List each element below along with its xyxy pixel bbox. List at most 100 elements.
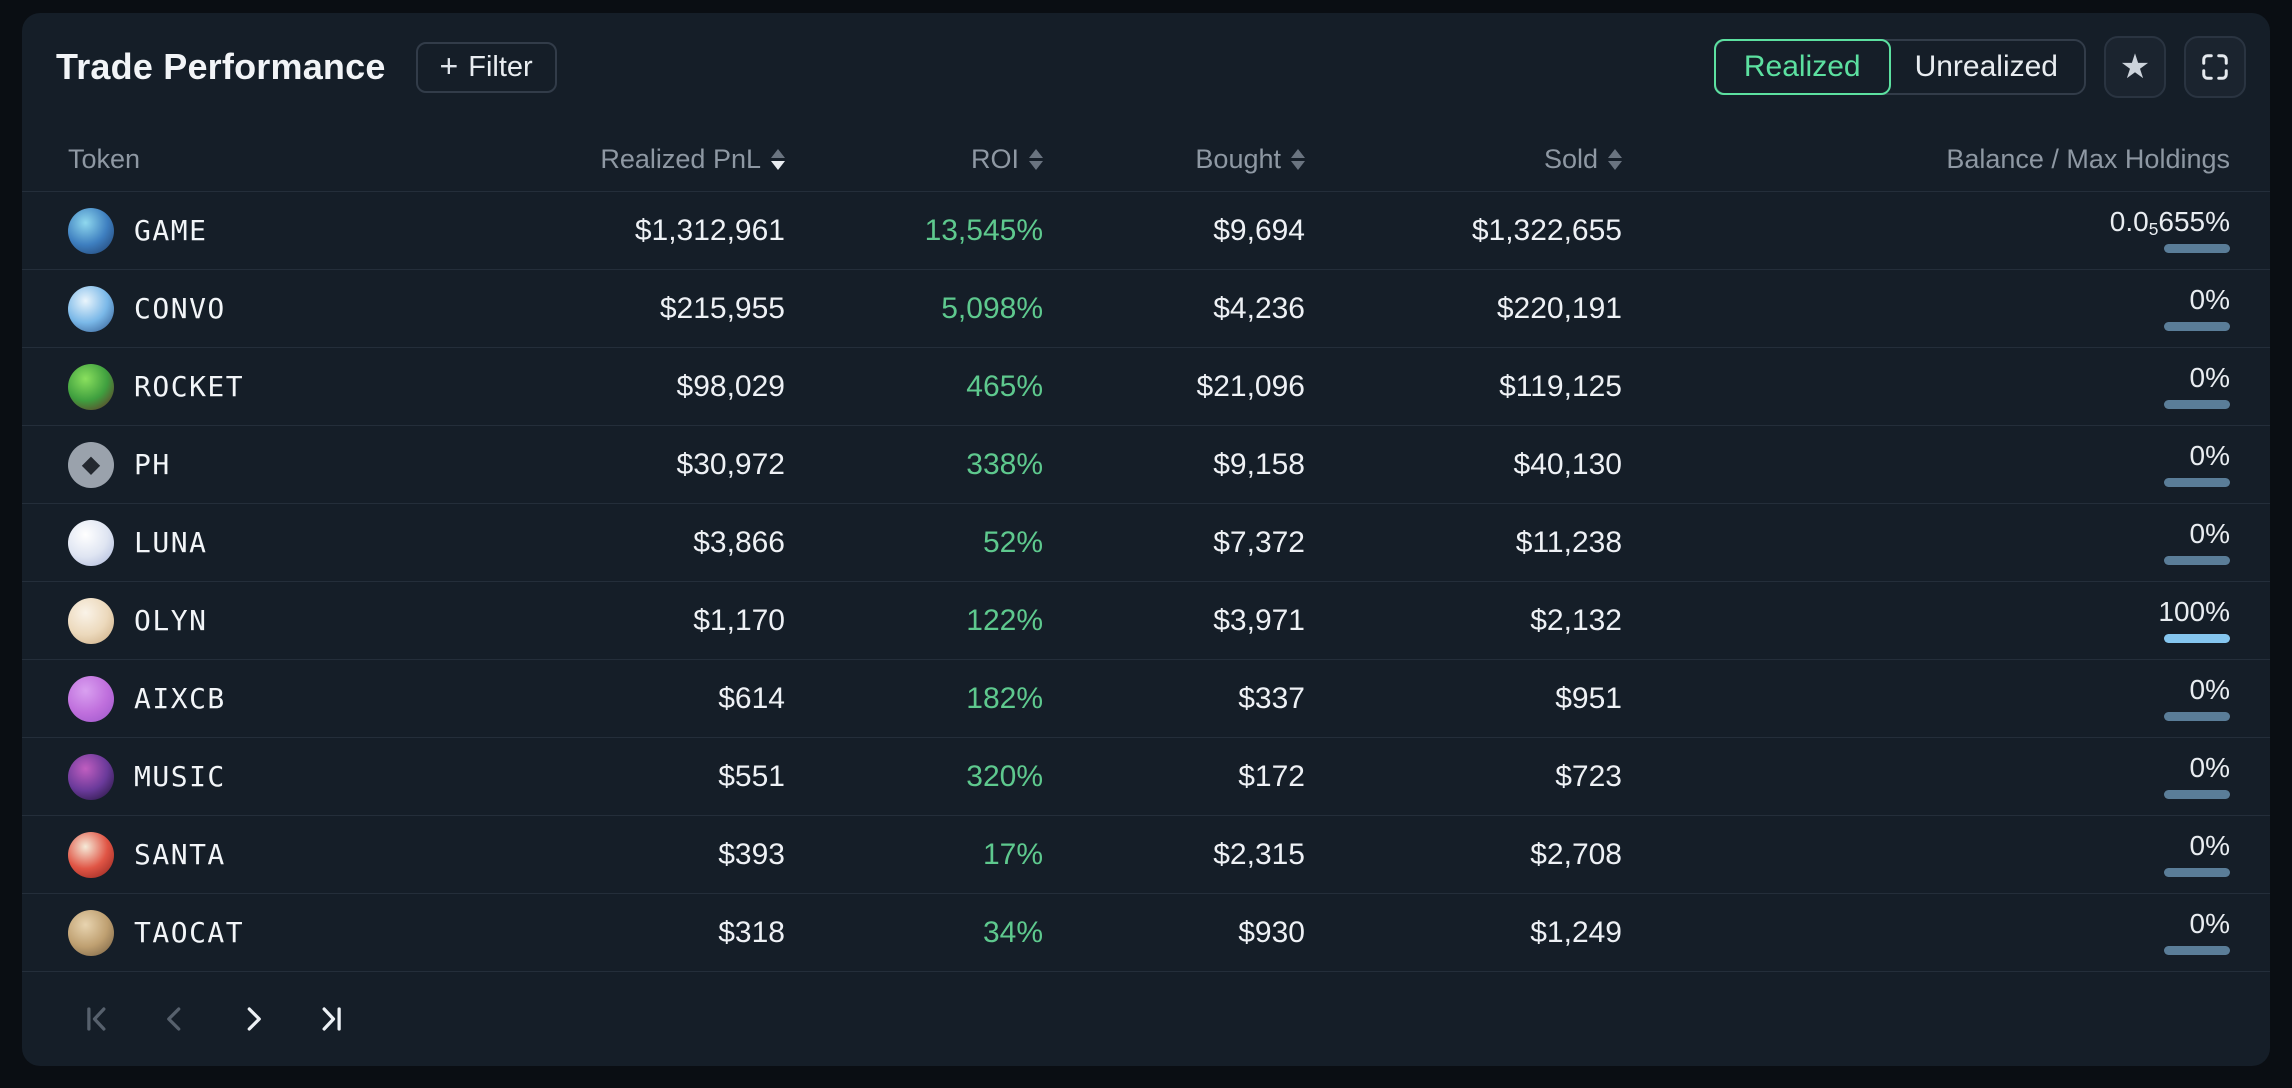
table-row[interactable]: LUNA $3,866 52% $7,372 $11,238 0% [22, 503, 2270, 581]
token-name: SANTA [134, 838, 226, 871]
last-page-button[interactable] [312, 1000, 350, 1038]
bought-cell: $21,096 [1196, 369, 1305, 403]
table-row[interactable]: ◆ PH $30,972 338% $9,158 $40,130 0% [22, 425, 2270, 503]
balance-cell: 0% [1622, 910, 2230, 955]
balance-percent: 0.05655% [2109, 206, 2230, 239]
bought-cell: $4,236 [1213, 291, 1305, 325]
token-cell: MUSIC [22, 753, 422, 800]
roi-cell: 5,098% [941, 291, 1043, 325]
toggle-realized[interactable]: Realized [1713, 39, 1891, 95]
column-header-roi[interactable]: ROI [785, 144, 1043, 175]
column-header-sold[interactable]: Sold [1305, 144, 1622, 175]
roi-cell: 320% [966, 759, 1043, 793]
token-name: AIXCB [134, 682, 226, 715]
sort-up-icon [1608, 149, 1622, 158]
token-avatar [68, 285, 114, 332]
roi-cell: 338% [966, 447, 1043, 481]
sold-cell: $40,130 [1513, 447, 1622, 481]
sort-up-icon [771, 149, 785, 158]
sort-icons [1291, 149, 1305, 170]
fullscreen-button[interactable] [2184, 36, 2246, 98]
token-cell: ROCKET [22, 363, 422, 410]
sold-cell: $1,249 [1530, 915, 1622, 949]
token-avatar [68, 909, 114, 956]
column-header-realized-pnl-label: Realized PnL [600, 144, 761, 174]
table-row[interactable]: CONVO $215,955 5,098% $4,236 $220,191 0% [22, 269, 2270, 347]
balance-cell: 0% [1622, 364, 2230, 409]
realized-pnl-cell: $3,866 [693, 525, 785, 559]
roi-cell: 34% [982, 915, 1043, 949]
trade-performance-panel: Trade Performance + Filter Realized Unre… [22, 13, 2270, 1066]
balance-bar [2164, 244, 2230, 253]
chevron-left-icon [167, 1007, 181, 1031]
balance-cell: 0% [1622, 442, 2230, 487]
table-row[interactable]: TAOCAT $318 34% $930 $1,249 0% [22, 893, 2270, 971]
star-icon: ★ [2119, 48, 2151, 86]
token-avatar [68, 597, 114, 644]
balance-percent: 0% [2189, 518, 2230, 549]
table-row[interactable]: SANTA $393 17% $2,315 $2,708 0% [22, 815, 2270, 893]
column-header-bought[interactable]: Bought [1043, 144, 1305, 175]
table-row[interactable]: ROCKET $98,029 465% $21,096 $119,125 0% [22, 347, 2270, 425]
token-cell: ◆ PH [22, 441, 422, 488]
first-page-icon [87, 1007, 106, 1031]
filter-button-label: Filter [468, 50, 533, 83]
sort-down-icon [1029, 161, 1043, 170]
sold-cell: $951 [1555, 681, 1622, 715]
token-name: MUSIC [134, 760, 226, 793]
roi-cell: 182% [966, 681, 1043, 715]
realized-pnl-cell: $551 [718, 759, 785, 793]
realized-unrealized-toggle: Realized Unrealized [1713, 39, 2086, 95]
pagination [22, 971, 2270, 1066]
sold-cell: $1,322,655 [1471, 213, 1622, 247]
prev-page-button[interactable] [156, 1000, 194, 1038]
sold-cell: $2,132 [1530, 603, 1622, 637]
sort-down-icon [1291, 161, 1305, 170]
roi-cell: 52% [982, 525, 1043, 559]
balance-bar-fill [2164, 634, 2230, 643]
balance-bar [2164, 946, 2230, 955]
plus-icon: + [439, 48, 459, 85]
balance-percent: 0% [2189, 830, 2230, 861]
sort-icons [1608, 149, 1622, 170]
first-page-button[interactable] [78, 1000, 116, 1038]
roi-cell: 122% [966, 603, 1043, 637]
roi-cell: 17% [982, 837, 1043, 871]
roi-cell: 465% [966, 369, 1043, 403]
token-name: CONVO [134, 292, 226, 325]
sort-up-icon [1029, 149, 1043, 158]
table-row[interactable]: OLYN $1,170 122% $3,971 $2,132 100% [22, 581, 2270, 659]
sort-down-icon [1608, 161, 1622, 170]
column-header-roi-label: ROI [970, 144, 1019, 174]
token-cell: SANTA [22, 831, 422, 878]
chevron-right-icon [247, 1007, 261, 1031]
realized-pnl-cell: $98,029 [676, 369, 785, 403]
table-row[interactable]: GAME $1,312,961 13,545% $9,694 $1,322,65… [22, 191, 2270, 269]
token-name: OLYN [134, 604, 208, 637]
balance-cell: 0% [1622, 520, 2230, 565]
balance-percent: 0% [2189, 440, 2230, 471]
column-header-sold-label: Sold [1543, 144, 1598, 174]
sold-cell: $2,708 [1530, 837, 1622, 871]
favorite-button[interactable]: ★ [2104, 36, 2166, 98]
table-row[interactable]: AIXCB $614 182% $337 $951 0% [22, 659, 2270, 737]
bought-cell: $3,971 [1213, 603, 1305, 637]
balance-cell: 0% [1622, 754, 2230, 799]
column-header-bought-label: Bought [1195, 144, 1281, 174]
token-cell: LUNA [22, 519, 422, 566]
token-name: GAME [134, 214, 208, 247]
token-avatar [68, 207, 114, 254]
column-header-realized-pnl[interactable]: Realized PnL [422, 144, 785, 175]
token-avatar [68, 753, 114, 800]
bought-cell: $7,372 [1213, 525, 1305, 559]
toggle-unrealized[interactable]: Unrealized [1889, 41, 2084, 93]
table-header: Token Realized PnL ROI Bought Sold Balan… [22, 109, 2270, 191]
filter-button[interactable]: + Filter [415, 41, 557, 93]
table-row[interactable]: MUSIC $551 320% $172 $723 0% [22, 737, 2270, 815]
bought-cell: $337 [1238, 681, 1305, 715]
bought-cell: $2,315 [1213, 837, 1305, 871]
balance-subscript: 5 [2148, 218, 2159, 239]
bought-cell: $9,158 [1213, 447, 1305, 481]
next-page-button[interactable] [234, 1000, 272, 1038]
token-cell: CONVO [22, 285, 422, 332]
